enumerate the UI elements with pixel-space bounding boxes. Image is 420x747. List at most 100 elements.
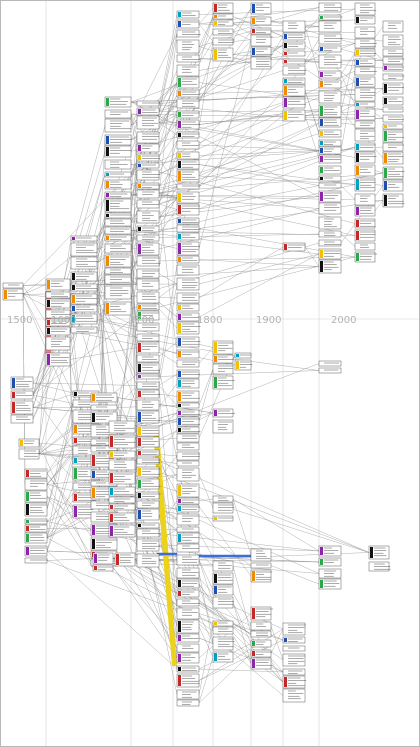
record-node[interactable]: [136, 389, 161, 399]
record-node[interactable]: [176, 433, 200, 443]
record-node[interactable]: [354, 66, 377, 76]
record-node[interactable]: [176, 526, 200, 533]
record-node[interactable]: [382, 129, 405, 143]
record-node[interactable]: [368, 545, 390, 560]
record-node[interactable]: [45, 318, 71, 327]
record-node[interactable]: [24, 532, 48, 544]
record-node[interactable]: [104, 254, 132, 268]
record-node[interactable]: [176, 416, 201, 427]
record-node[interactable]: [176, 349, 200, 359]
record-node[interactable]: [318, 70, 342, 79]
record-node[interactable]: [136, 278, 160, 291]
record-node[interactable]: [45, 291, 71, 299]
record-node[interactable]: [108, 434, 136, 449]
record-node[interactable]: [354, 177, 376, 192]
record-node[interactable]: [136, 310, 160, 321]
record-node[interactable]: [212, 408, 235, 418]
record-node[interactable]: [250, 562, 272, 569]
record-node[interactable]: [136, 528, 161, 538]
record-node[interactable]: [2, 282, 24, 289]
record-node[interactable]: [250, 657, 273, 670]
record-node[interactable]: [176, 699, 200, 707]
record-node[interactable]: [318, 568, 342, 579]
record-node[interactable]: [318, 146, 342, 155]
record-node[interactable]: [250, 34, 273, 47]
record-node[interactable]: [136, 333, 160, 342]
record-node[interactable]: [318, 54, 343, 69]
record-node[interactable]: [176, 336, 201, 348]
record-node[interactable]: [318, 578, 342, 590]
record-node[interactable]: [318, 360, 342, 367]
record-node[interactable]: [136, 100, 161, 107]
record-node[interactable]: [24, 524, 48, 533]
record-node[interactable]: [176, 232, 200, 241]
record-node[interactable]: [176, 567, 200, 579]
record-node[interactable]: [354, 101, 376, 108]
record-node[interactable]: [382, 48, 404, 57]
record-node[interactable]: [176, 292, 200, 304]
record-node[interactable]: [90, 411, 118, 424]
record-node[interactable]: [18, 438, 40, 448]
record-node[interactable]: [104, 218, 132, 227]
record-node[interactable]: [212, 47, 234, 62]
record-node[interactable]: [234, 352, 252, 359]
record-node[interactable]: [282, 653, 306, 667]
record-node[interactable]: [354, 251, 377, 263]
record-node[interactable]: [176, 277, 200, 291]
record-node[interactable]: [10, 390, 34, 400]
record-node[interactable]: [70, 235, 98, 242]
record-node[interactable]: [176, 390, 200, 403]
record-node[interactable]: [136, 538, 161, 552]
record-node[interactable]: [354, 120, 376, 129]
record-node[interactable]: [212, 37, 235, 46]
record-node[interactable]: [282, 668, 306, 676]
record-node[interactable]: [250, 46, 273, 57]
record-node[interactable]: [354, 128, 376, 142]
record-node[interactable]: [136, 242, 160, 256]
record-node[interactable]: [250, 56, 272, 70]
record-node[interactable]: [45, 298, 71, 309]
record-node[interactable]: [136, 234, 160, 242]
record-node[interactable]: [24, 545, 48, 557]
record-node[interactable]: [382, 193, 405, 208]
record-node[interactable]: [104, 267, 132, 275]
record-node[interactable]: [212, 13, 234, 20]
record-node[interactable]: [282, 20, 306, 33]
record-node[interactable]: [176, 607, 200, 620]
record-node[interactable]: [354, 229, 376, 242]
record-node[interactable]: [318, 216, 342, 230]
record-node[interactable]: [45, 326, 71, 336]
record-node[interactable]: [282, 636, 306, 644]
record-node[interactable]: [212, 2, 234, 14]
record-node[interactable]: [250, 569, 273, 583]
record-node[interactable]: [318, 202, 342, 215]
record-node[interactable]: [382, 34, 404, 48]
record-node[interactable]: [212, 584, 234, 596]
record-node[interactable]: [136, 115, 160, 130]
record-node[interactable]: [212, 636, 235, 651]
record-node[interactable]: [10, 376, 34, 390]
record-node[interactable]: [104, 212, 133, 219]
record-node[interactable]: [90, 537, 118, 551]
record-node[interactable]: [354, 242, 376, 251]
record-node[interactable]: [104, 145, 132, 158]
record-node[interactable]: [176, 513, 200, 526]
record-node[interactable]: [354, 38, 377, 49]
record-node[interactable]: [282, 622, 307, 636]
record-node[interactable]: [212, 560, 234, 572]
record-node[interactable]: [250, 606, 273, 621]
record-node[interactable]: [108, 459, 136, 471]
record-node[interactable]: [250, 630, 272, 638]
record-node[interactable]: [176, 10, 200, 19]
record-node[interactable]: [136, 199, 160, 209]
record-node[interactable]: [282, 84, 306, 97]
record-node[interactable]: [354, 142, 376, 152]
record-node[interactable]: [354, 15, 376, 25]
record-node[interactable]: [136, 410, 161, 424]
record-node[interactable]: [318, 117, 342, 128]
record-node[interactable]: [318, 545, 342, 557]
record-node[interactable]: [104, 191, 132, 199]
record-node[interactable]: [176, 409, 200, 417]
record-node[interactable]: [136, 225, 160, 233]
record-node[interactable]: [250, 548, 272, 562]
